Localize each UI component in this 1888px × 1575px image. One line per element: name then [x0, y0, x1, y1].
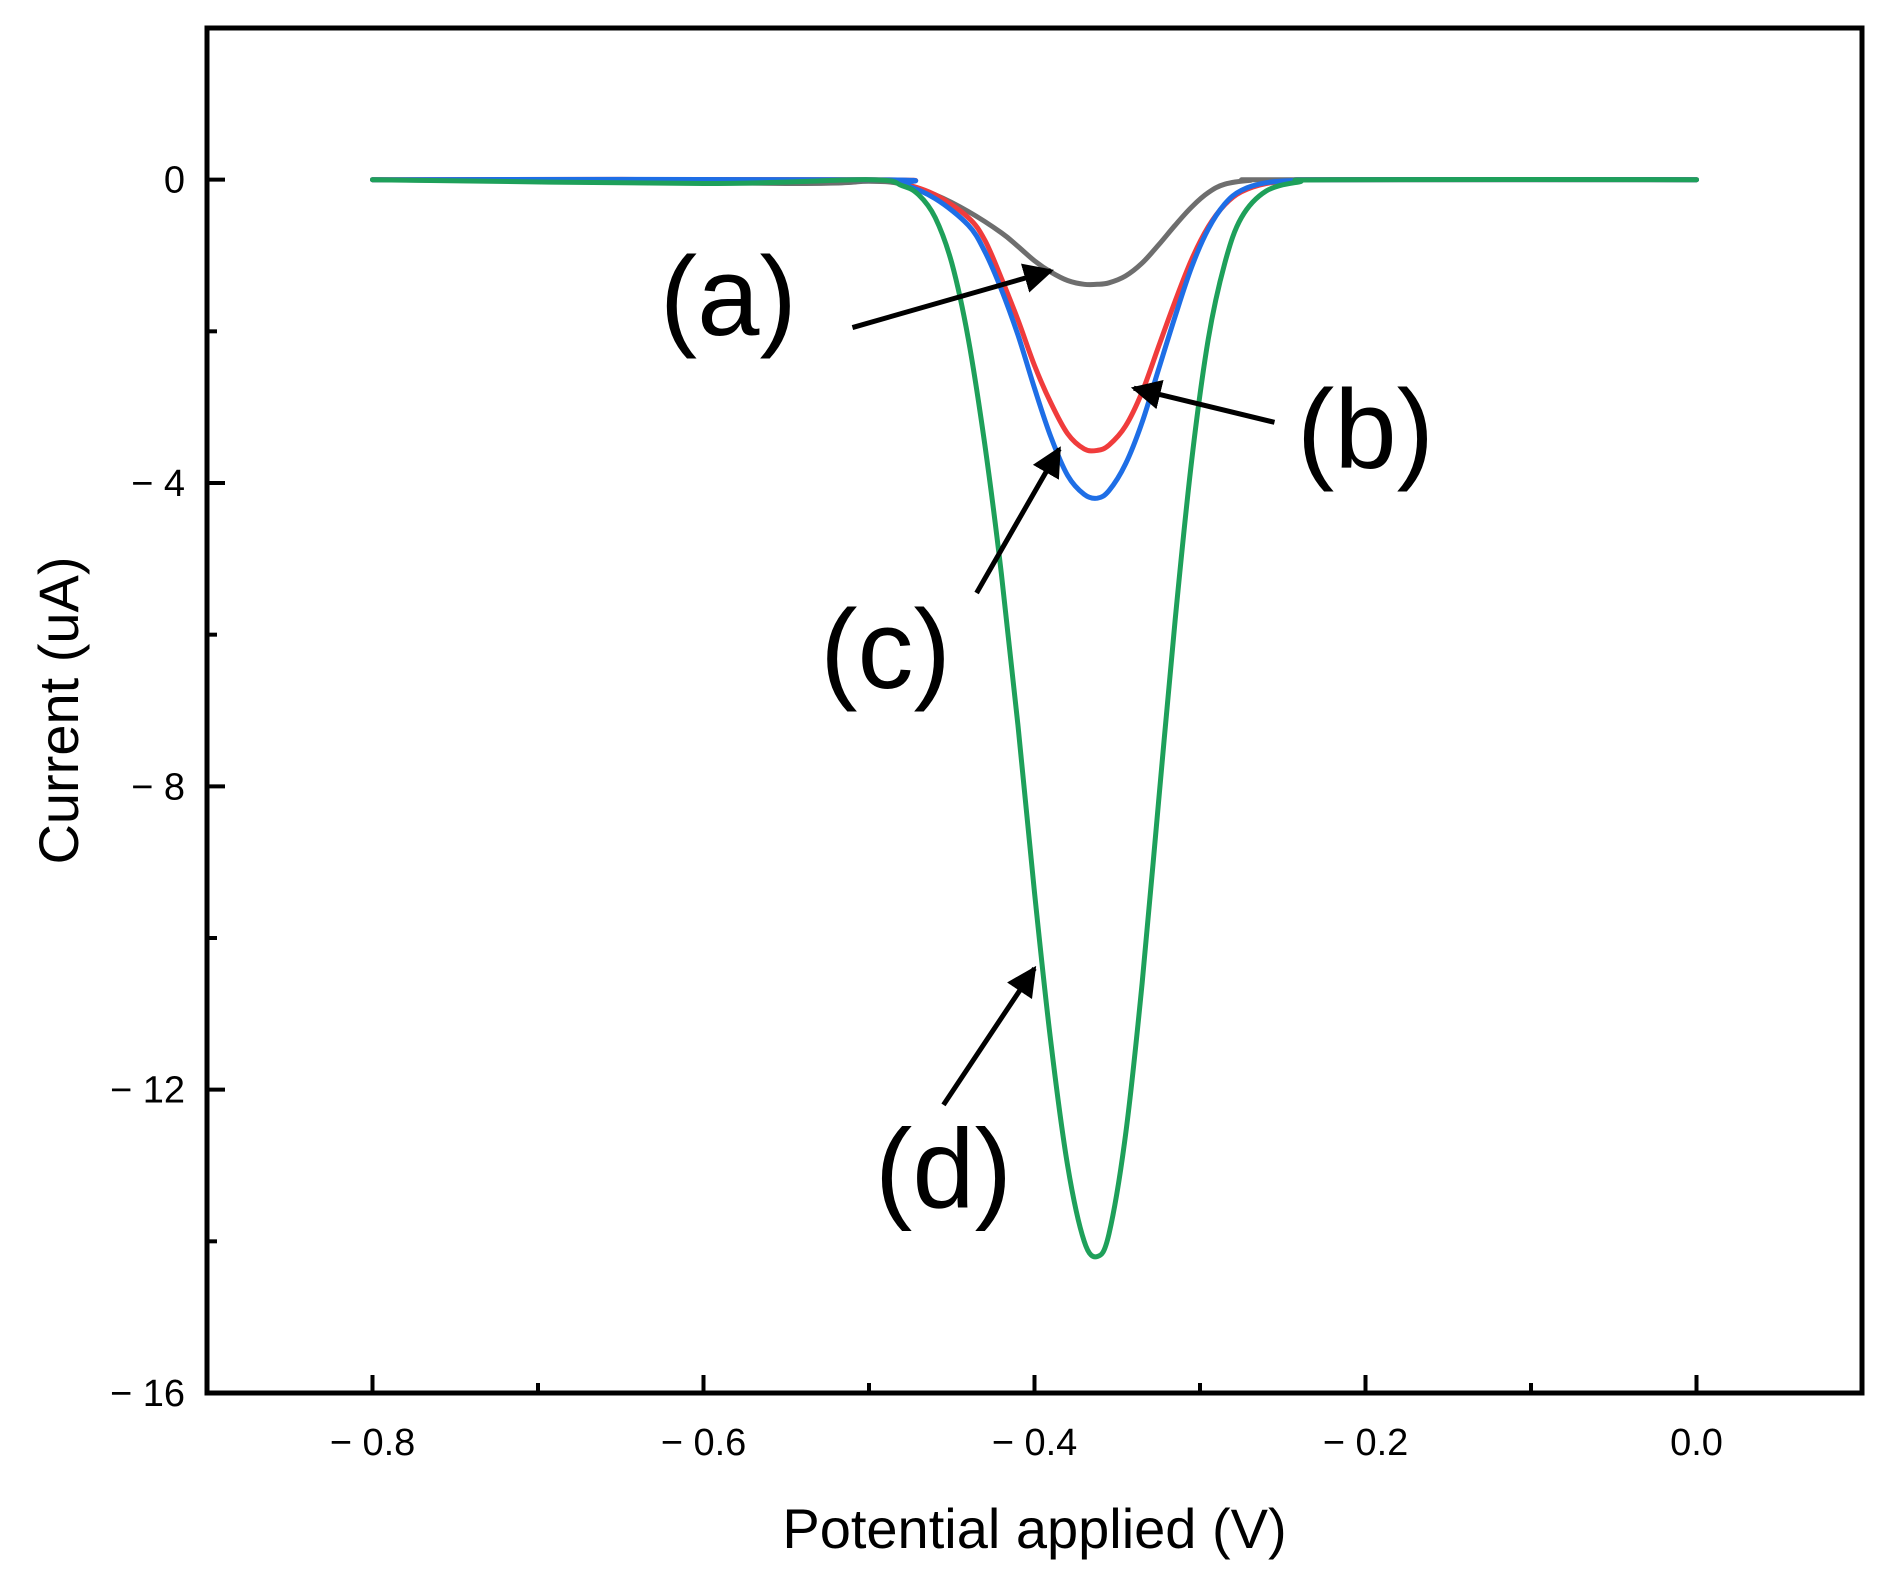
y-tick-label: − 12 [110, 1070, 185, 1112]
annotation-label-c: (c) [820, 587, 951, 712]
plot-frame [204, 25, 1865, 1396]
x-tick-label: − 0.6 [661, 1422, 747, 1464]
series-line-d [370, 177, 1699, 1260]
x-axis-title: Potential applied (V) [782, 1497, 1286, 1560]
series-line-a [370, 177, 1699, 288]
annotation-label-d: (d) [875, 1106, 1012, 1231]
annotation-label-b: (b) [1297, 367, 1434, 492]
annotations-layer: (a) (b) (c) (d) [660, 234, 1434, 1231]
annotation-arrow-c [974, 446, 1062, 595]
x-tick-label: − 0.4 [992, 1422, 1078, 1464]
y-tick-label: − 4 [131, 463, 185, 505]
y-tick-label: − 16 [110, 1373, 185, 1415]
annotation-arrow-d [941, 965, 1037, 1107]
curves-layer [370, 176, 1699, 1260]
annotation-arrow-a [851, 263, 1054, 330]
axes-layer: − 0.8 − 0.6 − 0.4 − 0.2 0.0 0 − 4 − 8 − 12 − 16 [110, 160, 1723, 1464]
annotation-arrow-b [1130, 379, 1276, 425]
y-tick-label: 0 [164, 160, 185, 202]
x-tick-label: − 0.2 [1323, 1422, 1409, 1464]
x-tick-label: − 0.8 [330, 1422, 416, 1464]
annotation-label-a: (a) [660, 234, 797, 359]
x-tick-label: 0.0 [1670, 1422, 1723, 1464]
y-axis-title: Current (uA) [27, 556, 90, 864]
y-tick-label: − 8 [131, 766, 185, 808]
series-line-b [370, 176, 1699, 454]
series-line-c [370, 176, 1699, 501]
